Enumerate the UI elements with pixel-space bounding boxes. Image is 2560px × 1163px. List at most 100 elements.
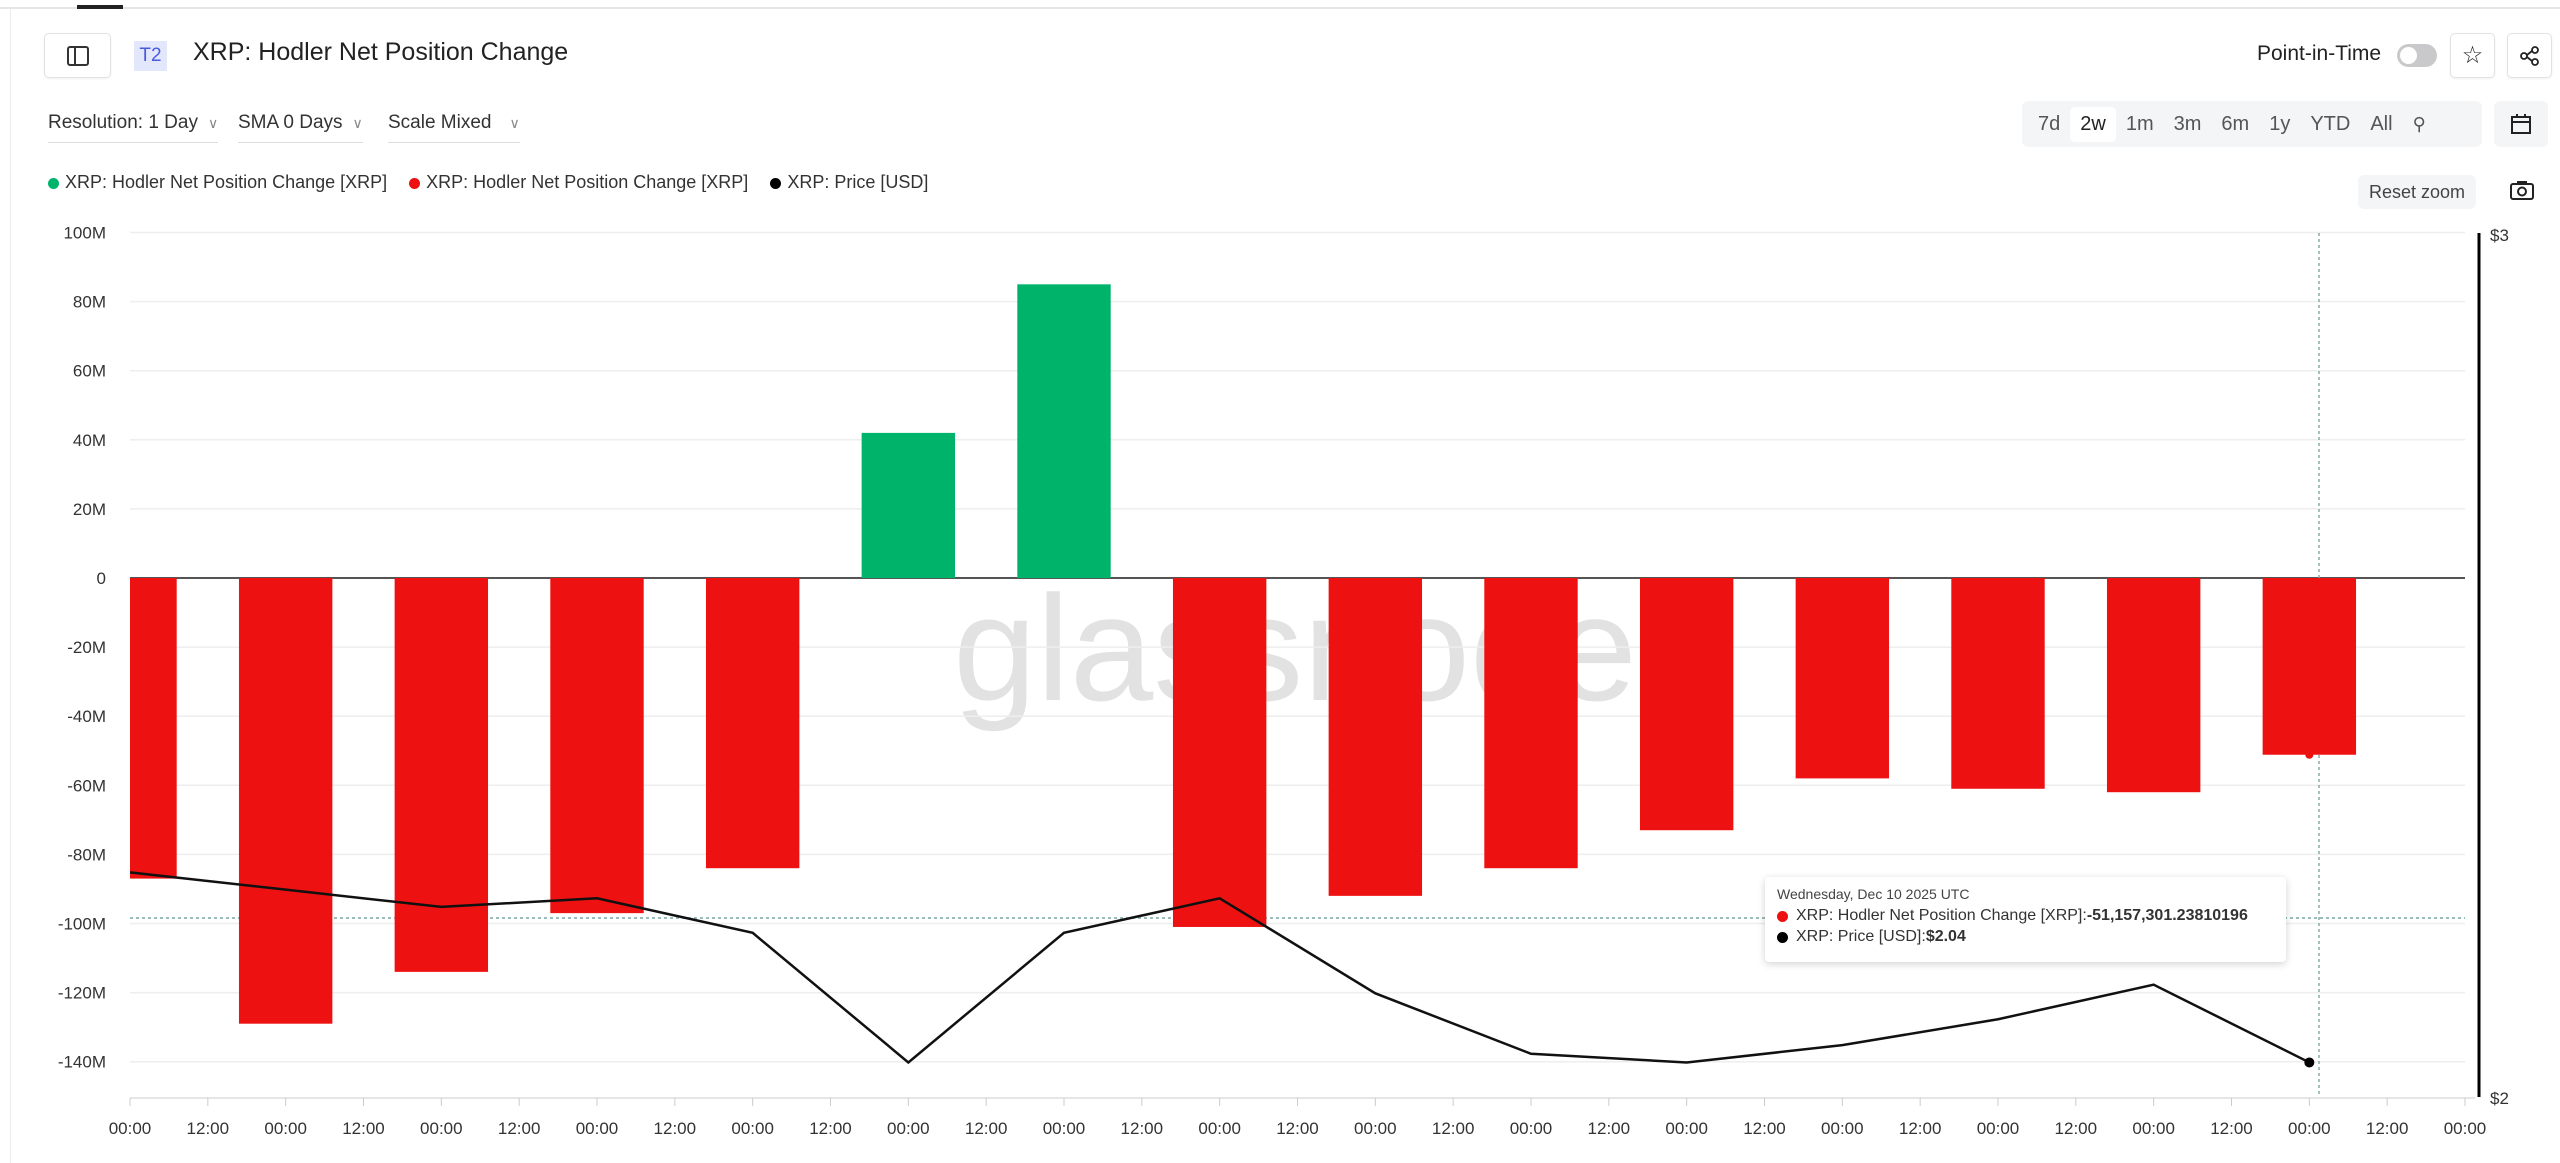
x-tick-label: 12:00 xyxy=(1743,1119,1786,1138)
bar xyxy=(1951,578,2045,789)
point-in-time-toggle[interactable] xyxy=(2397,44,2437,67)
legend-dot xyxy=(48,177,59,189)
range-6m[interactable]: 6m xyxy=(2221,112,2250,135)
y-tick-label: -40M xyxy=(67,707,106,726)
tooltip-value: $2.04 xyxy=(1925,928,1966,945)
bar xyxy=(1172,578,1267,927)
x-tick-label: 00:00 xyxy=(1821,1119,1864,1138)
bar xyxy=(1328,578,1423,896)
legend-item-price[interactable]: XRP: Price [USD] xyxy=(770,172,928,193)
legend-dot xyxy=(770,177,782,189)
range-3m[interactable]: 3m xyxy=(2173,112,2202,135)
x-tick-label: 00:00 xyxy=(1043,1119,1086,1138)
time-range-selector: 7d 2w 1m 3m 6m 1y YTD All ⚲ xyxy=(2022,101,2482,147)
bar xyxy=(705,578,800,869)
y-tick-label: -120M xyxy=(58,984,106,1003)
range-7d[interactable]: 7d xyxy=(2038,112,2061,135)
legend-label: XRP: Hodler Net Position Change [XRP] xyxy=(426,172,749,192)
sma-select[interactable]: SMA 0 Days ∨ xyxy=(238,112,363,143)
range-ytd[interactable]: YTD xyxy=(2310,112,2351,135)
active-tab-indicator xyxy=(77,5,123,9)
scale-select[interactable]: Scale Mixed ∨ xyxy=(388,112,520,143)
chevron-down-icon: ∨ xyxy=(509,114,520,131)
scale-label: Scale Mixed xyxy=(388,112,492,133)
x-tick-label: 00:00 xyxy=(731,1119,774,1138)
share-icon xyxy=(2519,45,2539,66)
date-picker-button[interactable] xyxy=(2494,101,2548,147)
tooltip-value: -51,157,301.23810196 xyxy=(2086,907,2248,924)
x-tick-label: 00:00 xyxy=(420,1119,463,1138)
bar xyxy=(861,432,956,578)
bar xyxy=(2106,578,2201,793)
price-point xyxy=(2304,1057,2315,1068)
tooltip-row: XRP: Price [USD]: $2.04 xyxy=(1777,928,2274,946)
x-tick-label: 00:00 xyxy=(109,1119,152,1138)
bar xyxy=(550,578,644,914)
screenshot-button[interactable] xyxy=(2510,180,2534,205)
x-tick-label: 00:00 xyxy=(1510,1119,1553,1138)
y-right-tick-label: $2 xyxy=(2490,1089,2509,1108)
legend-item-positive[interactable]: XRP: Hodler Net Position Change [XRP] xyxy=(48,172,387,193)
page-title: XRP: Hodler Net Position Change xyxy=(193,38,569,66)
bar xyxy=(1484,578,1578,869)
price-line xyxy=(129,871,2310,1065)
point-in-time-label: Point-in-Time xyxy=(2257,42,2382,65)
x-tick-label: 12:00 xyxy=(965,1119,1008,1138)
bar xyxy=(2262,578,2357,755)
share-button[interactable] xyxy=(2507,33,2552,78)
resolution-select[interactable]: Resolution: 1 Day ∨ xyxy=(48,112,219,143)
tooltip-date: Wednesday, Dec 10 2025 UTC xyxy=(1777,886,1970,902)
tooltip-dot xyxy=(1777,910,1788,922)
y-tick-label: 0 xyxy=(97,569,106,588)
bar xyxy=(238,578,333,1024)
bar xyxy=(394,578,489,972)
toggle-sidebar-button[interactable] xyxy=(44,33,111,78)
x-tick-label: 12:00 xyxy=(1276,1119,1319,1138)
tooltip-row: XRP: Hodler Net Position Change [XRP]: -… xyxy=(1777,907,2274,925)
tooltip-label: XRP: Price [USD]: xyxy=(1796,928,1926,945)
y-tick-label: 20M xyxy=(73,500,106,519)
x-tick-label: 00:00 xyxy=(887,1119,930,1138)
x-tick-label: 00:00 xyxy=(1198,1119,1241,1138)
tooltip-dot xyxy=(1777,931,1788,943)
x-tick-label: 12:00 xyxy=(2055,1119,2098,1138)
calendar-icon xyxy=(2511,114,2531,134)
chevron-down-icon: ∨ xyxy=(207,114,219,131)
x-tick-label: 00:00 xyxy=(264,1119,307,1138)
y-tick-label: -60M xyxy=(67,776,106,795)
range-1m[interactable]: 1m xyxy=(2125,112,2154,135)
x-tick-label: 00:00 xyxy=(2444,1119,2487,1138)
resolution-label: Resolution: 1 Day xyxy=(48,112,198,133)
legend-item-negative[interactable]: XRP: Hodler Net Position Change [XRP] xyxy=(409,172,748,193)
chevron-down-icon: ∨ xyxy=(352,114,363,131)
legend-dot xyxy=(409,177,421,189)
reset-zoom-button[interactable]: Reset zoom xyxy=(2358,175,2476,209)
x-tick-label: 00:00 xyxy=(2288,1119,2331,1138)
sidebar-icon xyxy=(66,45,89,66)
x-tick-label: 12:00 xyxy=(1432,1119,1475,1138)
bar xyxy=(1017,284,1111,578)
bar xyxy=(1795,578,1890,779)
favorite-button[interactable]: ☆ xyxy=(2450,33,2495,78)
x-tick-label: 00:00 xyxy=(1665,1119,1708,1138)
range-all[interactable]: All xyxy=(2370,112,2393,135)
left-border xyxy=(10,9,11,1163)
legend: XRP: Hodler Net Position Change [XRP] XR… xyxy=(48,172,928,193)
range-1y[interactable]: 1y xyxy=(2269,112,2291,135)
bar xyxy=(130,578,177,879)
legend-label: XRP: Price [USD] xyxy=(787,172,929,192)
x-tick-label: 12:00 xyxy=(809,1119,852,1138)
legend-label: XRP: Hodler Net Position Change [XRP] xyxy=(65,172,388,192)
star-icon: ☆ xyxy=(2461,42,2484,69)
range-2w[interactable]: 2w xyxy=(2070,106,2116,142)
y-tick-label: 40M xyxy=(73,431,106,450)
tooltip-label: XRP: Hodler Net Position Change [XRP]: xyxy=(1796,907,2087,924)
x-tick-label: 12:00 xyxy=(498,1119,541,1138)
x-tick-label: 12:00 xyxy=(187,1119,230,1138)
bar xyxy=(1639,578,1734,831)
zoom-select-icon[interactable]: ⚲ xyxy=(2412,113,2426,134)
sma-label: SMA 0 Days xyxy=(238,112,343,133)
y-tick-label: -140M xyxy=(58,1053,106,1072)
tooltip: Wednesday, Dec 10 2025 UTC XRP: Hodler N… xyxy=(1765,877,2286,962)
